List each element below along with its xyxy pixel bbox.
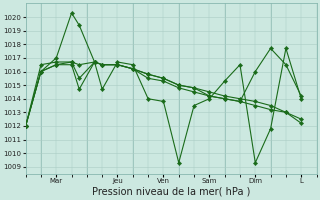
- X-axis label: Pression niveau de la mer( hPa ): Pression niveau de la mer( hPa ): [92, 187, 250, 197]
